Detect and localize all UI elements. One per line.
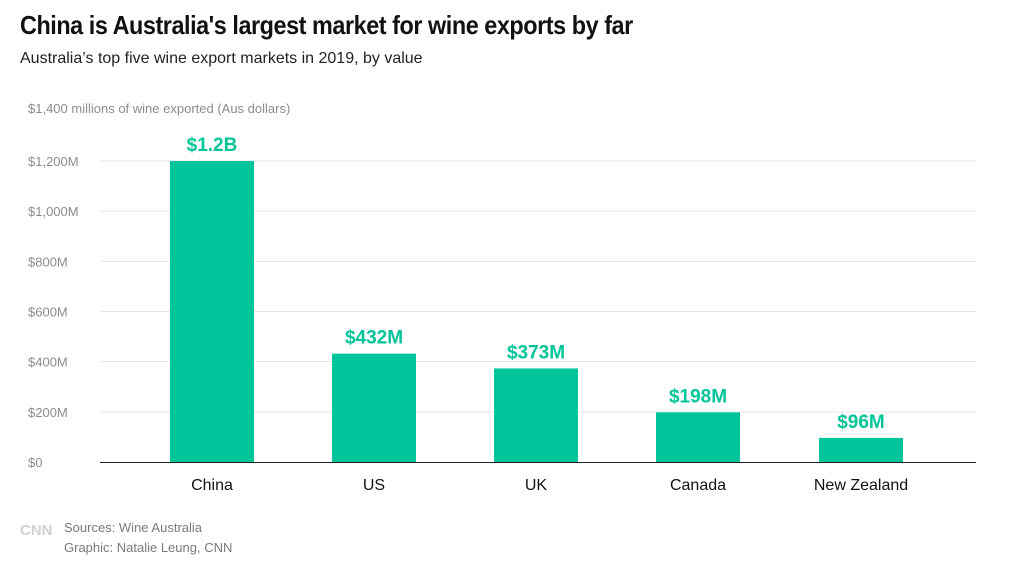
bar-us [332, 353, 416, 462]
y-tick-label: $200M [28, 405, 68, 420]
bar-uk [494, 368, 578, 462]
bar-chart: $0 $200M $400M $600M $800M $1,000M $1,200M $1,… [28, 101, 976, 494]
chart-title: China is Australia's largest market for … [20, 10, 633, 40]
x-category-label: Canada [670, 477, 726, 494]
bar-value-label: $432M [345, 328, 403, 349]
bar-new-zealand [819, 437, 903, 462]
footer-sources: Sources: Wine Australia [64, 520, 203, 535]
bar-value-label: $96M [837, 412, 885, 433]
cnn-logo: CNN [20, 522, 53, 538]
footer-graphic-credit: Graphic: Natalie Leung, CNN [64, 540, 233, 555]
data-labels: $1.2B $432M $373M $198M $96M [187, 135, 885, 433]
y-tick-label: $800M [28, 254, 68, 269]
bar-value-label: $1.2B [187, 135, 238, 156]
y-tick-label: $600M [28, 305, 68, 320]
y-tick-label: $0 [28, 455, 42, 470]
bar-value-label: $198M [669, 386, 727, 407]
y-axis-ticks: $0 $200M $400M $600M $800M $1,000M $1,200M [28, 154, 79, 470]
chart-subtitle: Australia’s top five wine export markets… [20, 50, 423, 67]
x-category-label: UK [525, 477, 548, 494]
bars [170, 161, 903, 462]
y-tick-label: $1,000M [28, 204, 79, 219]
cnn-logo-text: CNN [20, 522, 53, 538]
bar-canada [656, 412, 740, 462]
x-category-label: New Zealand [814, 477, 908, 494]
x-axis-categories: China US UK Canada New Zealand [191, 477, 908, 494]
y-tick-label: $1,200M [28, 154, 79, 169]
x-category-label: US [363, 477, 385, 494]
y-tick-label: $400M [28, 355, 68, 370]
y-axis-label: $1,400 millions of wine exported (Aus do… [28, 101, 290, 116]
x-category-label: China [191, 477, 233, 494]
bar-china [170, 161, 254, 462]
bar-value-label: $373M [507, 342, 565, 363]
